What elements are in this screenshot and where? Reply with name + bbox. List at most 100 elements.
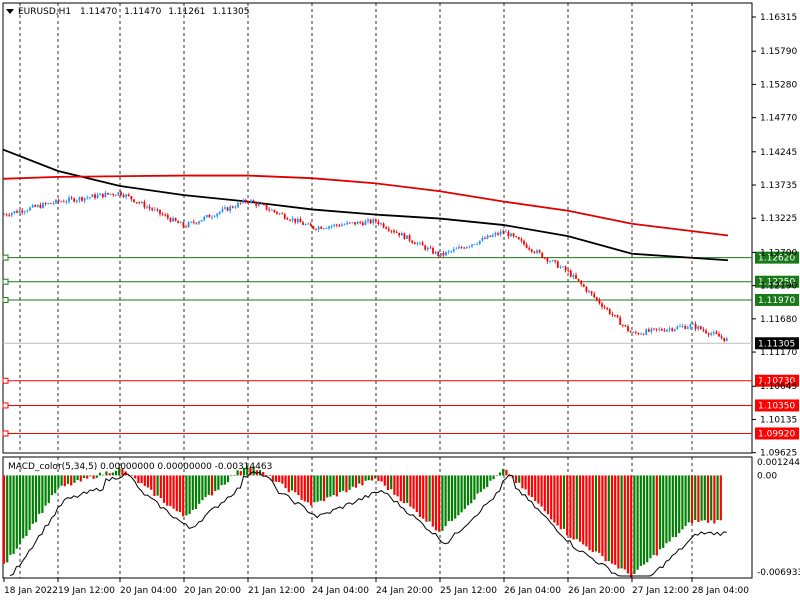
triangle-down-icon[interactable] [6,9,14,14]
macd-bar [338,475,342,493]
macd-bar [665,475,668,544]
macd-bar [610,475,614,564]
macd-bar [70,475,73,486]
level-price-box [755,374,799,387]
candle-body [234,207,237,209]
candle-body [679,326,681,328]
candle-body [413,242,416,245]
macd-bar [527,475,530,496]
macd-bar [537,475,540,504]
candle-body [36,204,39,207]
candle-body [359,221,362,223]
macd-bar [687,475,690,523]
time-label: 19 Jan 12:00 [58,586,115,596]
candle-body [416,243,419,245]
time-label: 24 Jan 20:00 [376,586,433,596]
price-label: 1.11680 [760,315,797,325]
candle-body [385,227,388,229]
macd-bar [89,475,92,477]
candle-body [73,198,76,202]
macd-bar [559,475,562,530]
candle-body [68,197,70,202]
candle-body [580,280,583,285]
candle-body [161,213,164,215]
candle-body [575,274,577,279]
candle-body [426,247,429,250]
candle-body [382,223,385,228]
macd-bar [431,475,434,527]
candle-body [112,193,115,195]
macd-bar [204,475,207,498]
macd-bar [409,475,412,507]
candle-body [585,286,588,292]
candle-body [632,332,635,334]
macd-bar [617,475,620,569]
macd-bar [2,475,6,564]
candle-body [328,226,330,229]
macd-bar [6,475,9,563]
candle-body [135,202,138,203]
candle-body [341,224,343,227]
candle-body [177,221,180,224]
candle-body [192,221,195,223]
price-label: 1.13735 [760,181,797,191]
level-price-label: 1.09920 [758,429,795,439]
candle-body [429,247,432,249]
level-handle[interactable] [2,430,9,437]
candle-body [138,202,141,204]
level-price-box [755,399,799,412]
moving-averages [2,148,729,262]
level-handle[interactable] [2,377,9,384]
macd-bar [649,475,652,559]
candle-body [218,211,221,214]
candle-body [374,219,377,222]
macd-bar [220,475,223,486]
main-plot-area[interactable] [2,2,753,454]
macd-bar [239,471,242,476]
candle-body [398,232,401,236]
indicator-title: MACD_color(5,34,5) 0.00000000 0.00000000… [8,462,272,472]
macd-bar [194,475,198,510]
candle-body [153,209,156,211]
level-handle[interactable] [2,254,9,261]
macd-bar [582,475,585,545]
candle-body [559,266,562,268]
candle-body [252,200,255,203]
candle-body [364,221,367,226]
macd-bar [306,475,310,503]
macd-bar [188,475,191,515]
macd-bar [329,475,332,497]
macd-bar [636,475,639,570]
macd-bar [476,475,479,494]
candle-body [169,218,172,222]
macd-bar [332,475,335,495]
candle-body [330,225,333,227]
macd-bar [60,475,63,486]
macd-bar [620,475,623,569]
current-price-label: 1.11305 [758,339,795,349]
level-handle[interactable] [2,402,9,409]
time-label: 20 Jan 20:00 [184,586,241,596]
macd-bar [236,470,239,476]
macd-bar [233,475,236,477]
level-handle[interactable] [2,296,9,303]
macd-bar [313,475,316,503]
level-price-box [755,427,799,440]
level-handle[interactable] [2,278,9,285]
indicator-label: 0.00 [757,471,777,481]
candle-body [640,333,642,335]
candle-body [663,330,666,332]
macd-bar [495,475,498,476]
candle-body [681,326,684,327]
macd-bar [550,475,553,520]
candle-body [148,206,151,209]
candle-body [408,235,411,241]
macd-bar [18,475,22,545]
candle-body [205,215,208,217]
candle-body [78,197,81,201]
candle-body [31,205,34,208]
candle-body [294,218,297,223]
macd-bar [326,475,329,498]
candle-body [281,213,284,215]
price-label: 1.10135 [760,415,797,425]
